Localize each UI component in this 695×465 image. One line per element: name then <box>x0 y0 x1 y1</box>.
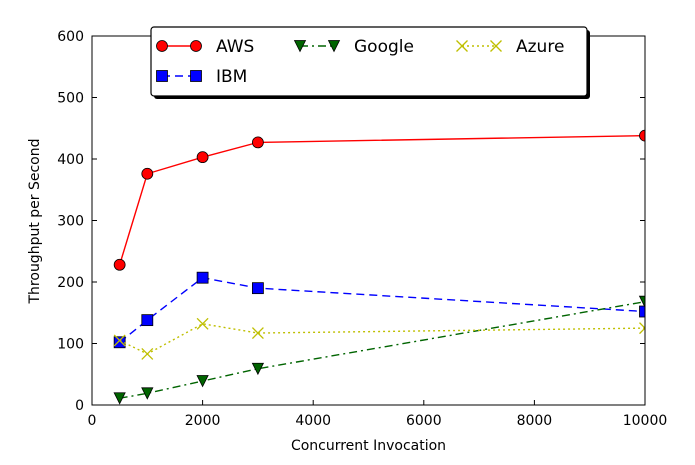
x-tick-label: 0 <box>88 413 97 429</box>
x-marker-stroke <box>196 317 209 330</box>
legend-entry-ibm: IBM <box>156 67 247 87</box>
series-aws <box>113 129 645 271</box>
series-google <box>113 295 645 405</box>
x-marker-stroke <box>251 327 264 340</box>
data-point-aws <box>251 136 264 149</box>
x-axis-title: Concurrent Invocation <box>291 438 446 454</box>
x-tick-label: 10000 <box>623 413 668 429</box>
x-tick-label: 6000 <box>406 413 442 429</box>
data-point-ibm <box>251 282 264 295</box>
data-point-ibm <box>141 314 154 327</box>
legend-marker-google <box>293 40 307 53</box>
data-point-google <box>251 362 265 376</box>
data-point-aws <box>141 167 154 180</box>
y-tick-label: 0 <box>75 398 84 414</box>
series-layer <box>113 129 645 405</box>
data-point-google <box>638 295 645 309</box>
legend-marker-azure <box>456 40 468 52</box>
axes-layer: 0 2000 4000 6000 8000 10000 0 100 200 300 400 500 60… <box>57 29 667 429</box>
legend-label-aws: AWS <box>216 37 254 57</box>
legend-entry-aws: AWS <box>156 37 254 57</box>
legend-box <box>150 26 588 97</box>
series-azure <box>113 317 645 360</box>
series-line-azure <box>119 323 645 355</box>
x-marker-stroke <box>456 40 468 52</box>
data-point-aws <box>639 129 645 142</box>
x-marker-stroke <box>490 40 502 52</box>
legend-marker-azure <box>490 40 502 52</box>
legend-label-google: Google <box>354 37 414 57</box>
legend-marker-aws <box>156 40 168 52</box>
legend-entry-azure: Azure <box>456 37 564 57</box>
y-tick-label: 500 <box>57 91 84 107</box>
legend-entry-google: Google <box>293 37 414 57</box>
x-marker-stroke <box>141 347 154 360</box>
legend-marker-ibm <box>190 70 202 82</box>
data-point-azure <box>251 327 264 340</box>
data-point-azure <box>196 317 209 330</box>
data-point-ibm <box>113 336 126 349</box>
data-point-azure <box>141 347 154 360</box>
data-point-ibm <box>639 305 645 318</box>
legend-label-azure: Azure <box>516 37 564 57</box>
y-tick-label: 400 <box>57 152 84 168</box>
data-point-azure <box>113 334 126 347</box>
data-point-google <box>196 375 209 388</box>
x-tick-label: 4000 <box>295 413 331 429</box>
y-tick-label: 600 <box>57 29 84 45</box>
data-point-google <box>141 387 154 400</box>
y-axis-title: Throughput per Second <box>27 139 43 305</box>
legend-marker-ibm <box>156 70 168 82</box>
data-point-azure <box>639 322 645 335</box>
data-point-ibm <box>196 271 209 284</box>
legend: AWS Google Azure IBM <box>150 26 590 99</box>
y-tick-label: 100 <box>57 337 84 353</box>
legend-marker-aws <box>190 40 202 52</box>
data-point-google <box>113 392 126 405</box>
y-tick-label: 300 <box>57 214 84 230</box>
legend-label-ibm: IBM <box>216 67 247 87</box>
x-tick-label: 2000 <box>185 413 221 429</box>
x-tick-label: 8000 <box>517 413 553 429</box>
data-point-aws <box>196 151 209 164</box>
legend-marker-google <box>327 40 341 53</box>
y-tick-label: 200 <box>57 275 84 291</box>
x-marker-stroke <box>113 334 126 347</box>
x-marker-stroke <box>639 327 645 335</box>
data-point-aws <box>113 258 126 271</box>
x-marker-stroke <box>639 322 645 330</box>
series-ibm <box>113 271 645 349</box>
